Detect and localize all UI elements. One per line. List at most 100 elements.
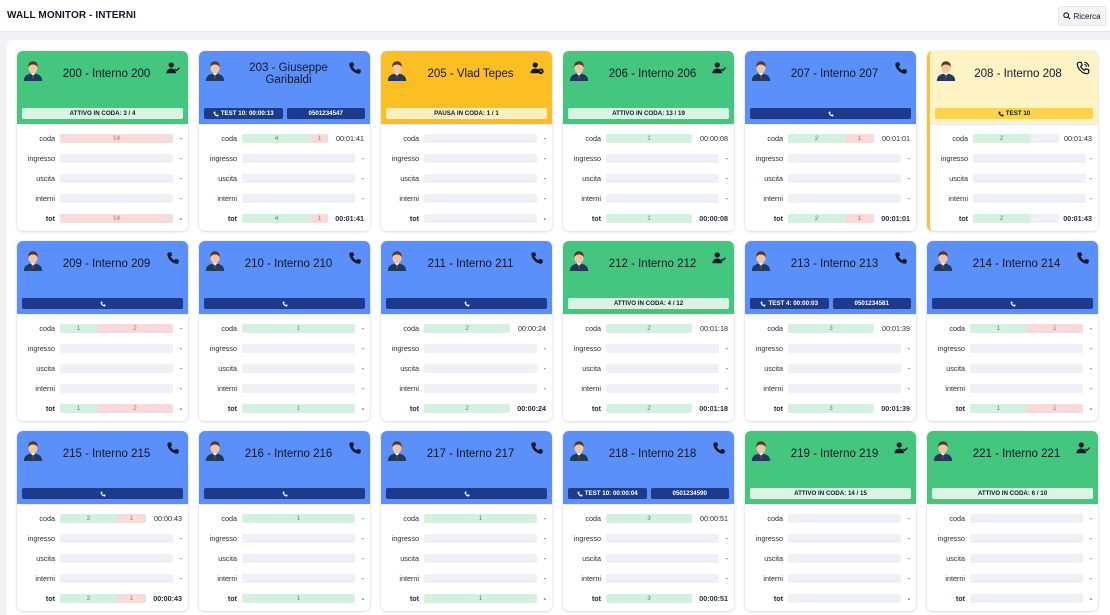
search-button[interactable]: Ricerca <box>1058 6 1106 26</box>
stats-row-coda: coda 2 00:01:18 <box>563 318 734 338</box>
stats-table: coda 2 1 00:00:43 ingresso - uscita - interni - to… <box>17 508 188 608</box>
phone-icon <box>166 441 180 455</box>
extension-card[interactable]: 213 - Interno 213 TEST 4: 00:00:03 0501234… <box>745 241 916 421</box>
stats-value: 00:00:51 <box>700 513 728 523</box>
stats-value: - <box>361 363 364 373</box>
stats-row-tot: tot 3 00:01:39 <box>745 398 916 418</box>
extension-card[interactable]: 208 - Interno 208 TEST 10 coda 2 00:01:43 ing… <box>927 51 1098 231</box>
avatar-icon <box>386 249 408 271</box>
stats-label: uscita <box>764 173 783 183</box>
answered-count: 2 <box>973 213 1030 223</box>
stats-bar: 3 <box>788 323 874 333</box>
extension-card[interactable]: 219 - Interno 219 ATTIVO IN CODA: 14 / 15… <box>745 431 916 611</box>
extension-card[interactable]: 216 - Interno 216 coda 1- ingresso - uscita - i… <box>199 431 370 611</box>
stats-label: coda <box>767 323 783 333</box>
avatar-icon <box>386 59 408 81</box>
stats-bar <box>60 193 173 203</box>
stats-table: coda - ingresso - uscita - interni - tot - <box>745 508 916 608</box>
extension-card-header: 209 - Interno 209 <box>17 241 188 314</box>
extension-name: 208 - Interno 208 <box>974 68 1062 80</box>
status-badge <box>386 298 547 309</box>
stats-bar <box>973 173 1086 183</box>
stats-label: ingresso <box>573 153 601 163</box>
status-bar: ATTIVO IN CODA: 13 / 19 <box>568 108 729 119</box>
stats-bar <box>970 553 1083 563</box>
stats-bar <box>788 383 901 393</box>
extension-card[interactable]: 215 - Interno 215 coda 2 1 00:00:43 ingresso -… <box>17 431 188 611</box>
extension-card[interactable]: 221 - Interno 221 ATTIVO IN CODA: 6 / 10 c… <box>927 431 1098 611</box>
stats-label: interni <box>399 193 419 203</box>
extension-card[interactable]: 210 - Interno 210 coda 1- ingresso - uscita - i… <box>199 241 370 421</box>
stats-label: tot <box>227 213 237 223</box>
stats-bar <box>970 343 1083 353</box>
avatar-icon <box>22 439 44 461</box>
extension-card[interactable]: 207 - Interno 207 coda 2 1 00:01:01 ingresso -… <box>745 51 916 231</box>
phone-icon <box>282 491 288 497</box>
extension-card[interactable]: 214 - Interno 214 coda 1 1- ingresso - uscita -… <box>927 241 1098 421</box>
answered-count: 2 <box>60 593 117 603</box>
extension-card[interactable]: 209 - Interno 209 coda 1 2- ingresso - uscita -… <box>17 241 188 421</box>
extension-card[interactable]: 211 - Interno 211 coda 2 00:00:24 ingresso - u… <box>381 241 552 421</box>
stats-bar <box>424 533 537 543</box>
stats-table: coda 1- ingresso - uscita - interni - tot 1- <box>199 508 370 608</box>
stats-value: - <box>543 343 546 353</box>
stats-row-uscita: uscita - <box>563 168 734 188</box>
stats-row-uscita: uscita - <box>745 358 916 378</box>
stats-value: 00:00:24 <box>517 403 546 413</box>
stats-bar <box>60 553 173 563</box>
stats-value: - <box>543 193 546 203</box>
extension-card[interactable]: 218 - Interno 218 TEST 10: 00:00:04 050123… <box>563 431 734 611</box>
stats-row-interni: interni - <box>199 568 370 588</box>
stats-label: uscita <box>946 553 965 563</box>
stats-table: coda 3 00:01:39 ingresso - uscita - interni - tot… <box>745 318 916 418</box>
stats-bar <box>606 153 719 163</box>
extension-name: 206 - Interno 206 <box>608 68 697 80</box>
stats-value: - <box>361 533 364 543</box>
stats-row-ingresso: ingresso - <box>563 528 734 548</box>
stats-value: - <box>725 173 728 183</box>
stats-row-coda: coda 2 1 00:01:01 <box>745 128 916 148</box>
stats-row-uscita: uscita - <box>927 548 1098 568</box>
stats-bar: 1 <box>606 133 692 143</box>
stats-label: coda <box>39 133 55 143</box>
stats-label: tot <box>227 593 237 603</box>
answered-count: 4 <box>242 213 311 223</box>
divider <box>381 314 552 315</box>
stats-value: - <box>907 193 910 203</box>
extension-card[interactable]: 205 - Vlad Tepes PAUSA IN CODA: 1 / 1 coda… <box>381 51 552 231</box>
status-badge: 0501234590 <box>650 488 729 499</box>
stats-value: - <box>725 383 728 393</box>
extension-card[interactable]: 203 - Giuseppe Garibaldi TEST 10: 00:00:1… <box>199 51 370 231</box>
stats-label: uscita <box>582 173 601 183</box>
stats-label: coda <box>767 133 783 143</box>
stats-table: coda - ingresso - uscita - interni - tot - <box>927 508 1098 608</box>
stats-row-coda: coda 2 00:00:24 <box>381 318 552 338</box>
stats-value: 00:00:43 <box>153 593 182 603</box>
extension-card-header: 218 - Interno 218 TEST 10: 00:00:04 050123… <box>563 431 734 504</box>
stats-bar <box>788 193 901 203</box>
stats-label: uscita <box>949 173 968 183</box>
extension-card[interactable]: 212 - Interno 212 ATTIVO IN CODA: 4 / 12 c… <box>563 241 734 421</box>
stats-row-ingresso: ingresso - <box>745 148 916 168</box>
stats-value: - <box>179 343 182 353</box>
stats-row-ingresso: ingresso - <box>17 338 188 358</box>
stats-value: - <box>361 173 364 183</box>
phone-icon <box>894 61 908 75</box>
phone-icon <box>1010 301 1016 307</box>
stats-value: 00:01:39 <box>882 323 910 333</box>
status-badge: 0501234547 <box>286 108 365 119</box>
stats-value: 00:00:08 <box>699 213 728 223</box>
extension-card[interactable]: 217 - Interno 217 coda 1- ingresso - uscita - i… <box>381 431 552 611</box>
stats-label: tot <box>773 403 783 413</box>
stats-row-ingresso: ingresso - <box>199 338 370 358</box>
extension-card[interactable]: 206 - Interno 206 ATTIVO IN CODA: 13 / 19… <box>563 51 734 231</box>
stats-row-coda: coda 1- <box>199 318 370 338</box>
stats-value: - <box>1089 323 1092 333</box>
stats-bar <box>606 383 719 393</box>
answered-count: 2 <box>424 403 510 413</box>
stats-value: - <box>725 193 728 203</box>
stats-value: 00:00:51 <box>699 593 728 603</box>
stats-row-tot: tot 1 2- <box>17 398 188 418</box>
extension-card[interactable]: 200 - Interno 200 ATTIVO IN CODA: 3 / 4 co… <box>17 51 188 231</box>
